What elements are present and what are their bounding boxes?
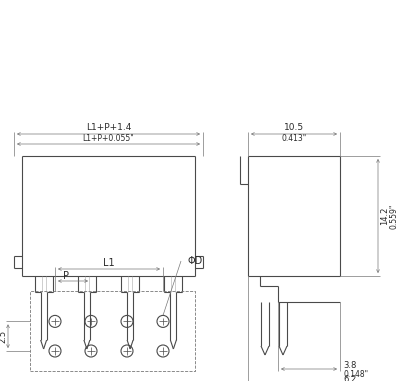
- Text: 14.2: 14.2: [380, 207, 390, 225]
- Text: ΦD: ΦD: [187, 256, 202, 266]
- Text: L1+P+1.4: L1+P+1.4: [86, 123, 131, 133]
- Text: 2.5: 2.5: [0, 330, 8, 343]
- Text: 6.2: 6.2: [343, 375, 356, 381]
- Text: P: P: [63, 271, 69, 281]
- Text: 10.5: 10.5: [284, 123, 304, 133]
- Text: 0.413": 0.413": [281, 134, 307, 143]
- Text: 0.559": 0.559": [390, 203, 398, 229]
- Text: 0.148": 0.148": [343, 370, 368, 379]
- Text: 3.8: 3.8: [343, 360, 356, 370]
- Text: L1: L1: [103, 258, 115, 269]
- Text: L1+P+0.055": L1+P+0.055": [83, 134, 134, 143]
